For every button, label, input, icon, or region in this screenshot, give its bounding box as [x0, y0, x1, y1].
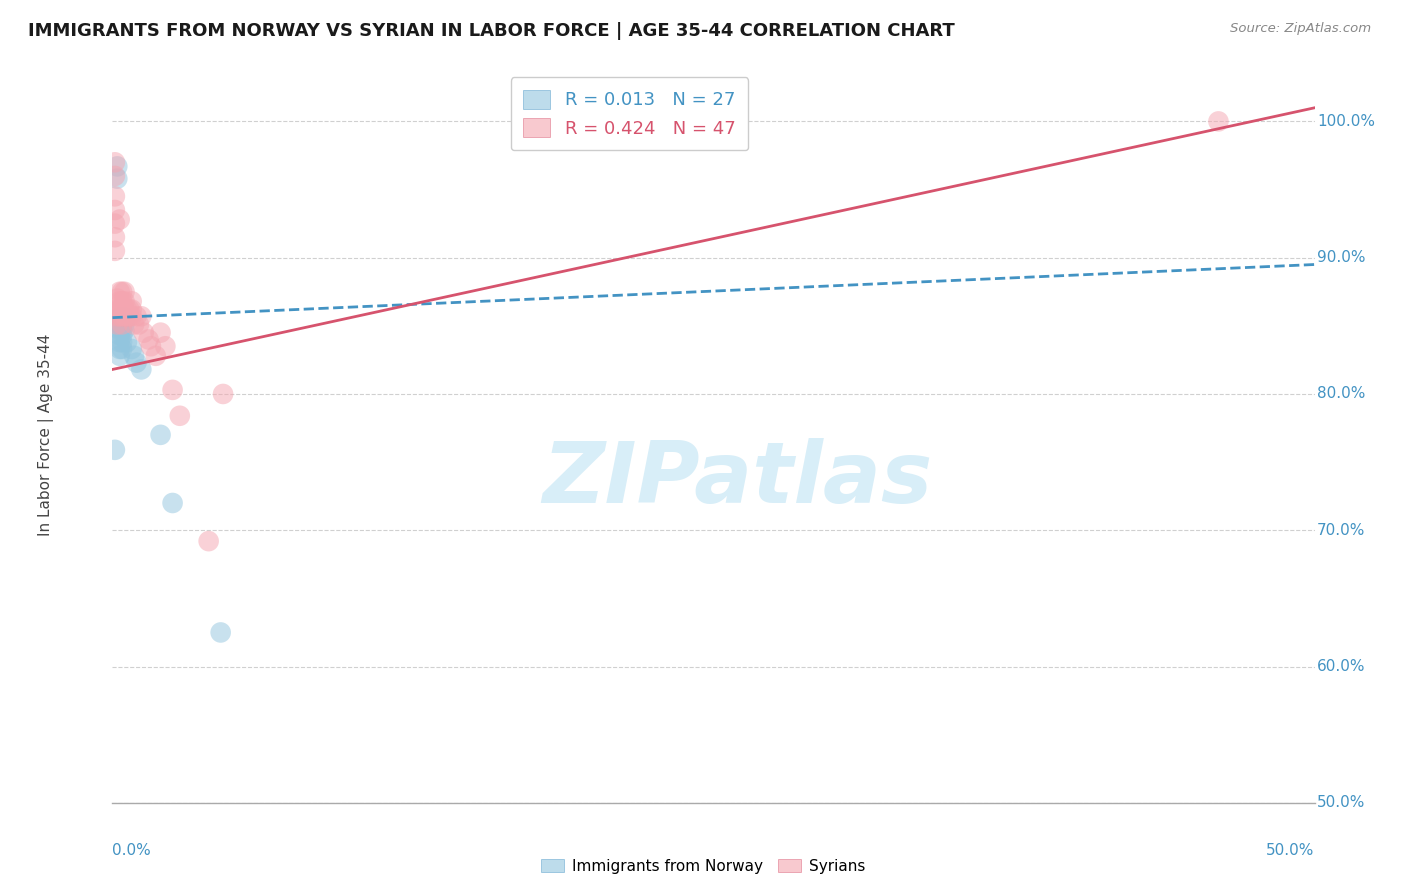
Point	[111, 310, 134, 324]
Point	[108, 285, 131, 299]
Point	[128, 318, 150, 332]
Point	[111, 318, 134, 332]
Point	[118, 302, 141, 317]
Point	[111, 285, 134, 299]
Point	[115, 302, 138, 317]
Point	[111, 318, 134, 332]
Point	[104, 189, 127, 203]
Point	[122, 349, 145, 363]
Point	[131, 310, 153, 324]
Point	[115, 310, 138, 324]
Point	[105, 160, 128, 174]
Point	[114, 285, 136, 299]
Point	[108, 318, 131, 332]
Text: In Labor Force | Age 35-44: In Labor Force | Age 35-44	[38, 334, 55, 536]
Point	[155, 339, 177, 353]
Text: 60.0%: 60.0%	[1317, 659, 1365, 674]
Text: 100.0%: 100.0%	[1317, 114, 1375, 129]
Text: 80.0%: 80.0%	[1317, 386, 1365, 401]
Point	[111, 323, 134, 337]
Point	[121, 310, 143, 324]
Text: 90.0%: 90.0%	[1317, 250, 1365, 265]
Point	[105, 310, 128, 324]
Point	[108, 294, 131, 309]
Point	[108, 335, 131, 350]
Text: 50.0%: 50.0%	[1317, 796, 1365, 810]
Point	[108, 349, 131, 363]
Text: 70.0%: 70.0%	[1317, 523, 1365, 538]
Point	[149, 326, 172, 340]
Point	[122, 318, 145, 332]
Text: 0.0%: 0.0%	[112, 843, 152, 858]
Legend: R = 0.013   N = 27, R = 0.424   N = 47: R = 0.013 N = 27, R = 0.424 N = 47	[510, 78, 748, 151]
Point	[114, 294, 136, 309]
Point	[121, 302, 143, 317]
Point	[114, 302, 136, 317]
Point	[105, 292, 128, 306]
Point	[114, 318, 136, 332]
Point	[145, 349, 167, 363]
Point	[111, 310, 134, 325]
Point	[104, 442, 127, 457]
Point	[108, 212, 131, 227]
Point	[104, 202, 127, 217]
Point	[104, 217, 127, 231]
Point	[115, 335, 138, 350]
Point	[105, 302, 128, 317]
Point	[149, 428, 172, 442]
Point	[162, 496, 184, 510]
Point	[111, 294, 134, 309]
Point	[1208, 114, 1230, 128]
Text: Source: ZipAtlas.com: Source: ZipAtlas.com	[1230, 22, 1371, 36]
Point	[108, 302, 131, 317]
Point	[104, 155, 127, 169]
Text: IMMIGRANTS FROM NORWAY VS SYRIAN IN LABOR FORCE | AGE 35-44 CORRELATION CHART: IMMIGRANTS FROM NORWAY VS SYRIAN IN LABO…	[28, 22, 955, 40]
Point	[108, 310, 131, 325]
Point	[105, 318, 128, 332]
Point	[139, 339, 162, 353]
Point	[104, 244, 127, 258]
Point	[104, 169, 127, 183]
Point	[209, 625, 232, 640]
Point	[138, 333, 160, 347]
Point	[114, 323, 136, 337]
Point	[108, 328, 131, 343]
Point	[114, 310, 136, 325]
Text: ZIPatlas: ZIPatlas	[543, 437, 932, 521]
Point	[162, 383, 184, 397]
Point	[121, 342, 143, 356]
Point	[212, 387, 235, 401]
Point	[125, 356, 148, 370]
Legend: Immigrants from Norway, Syrians: Immigrants from Norway, Syrians	[536, 853, 870, 880]
Point	[111, 335, 134, 350]
Point	[108, 310, 131, 324]
Point	[114, 310, 136, 324]
Point	[111, 342, 134, 356]
Point	[111, 302, 134, 317]
Point	[131, 362, 153, 376]
Text: 50.0%: 50.0%	[1267, 843, 1315, 858]
Point	[125, 310, 148, 324]
Point	[104, 230, 127, 244]
Point	[132, 326, 155, 340]
Point	[169, 409, 191, 423]
Point	[197, 534, 219, 549]
Point	[108, 342, 131, 356]
Point	[108, 323, 131, 337]
Point	[105, 171, 128, 186]
Point	[118, 310, 141, 324]
Point	[111, 328, 134, 343]
Point	[121, 294, 143, 309]
